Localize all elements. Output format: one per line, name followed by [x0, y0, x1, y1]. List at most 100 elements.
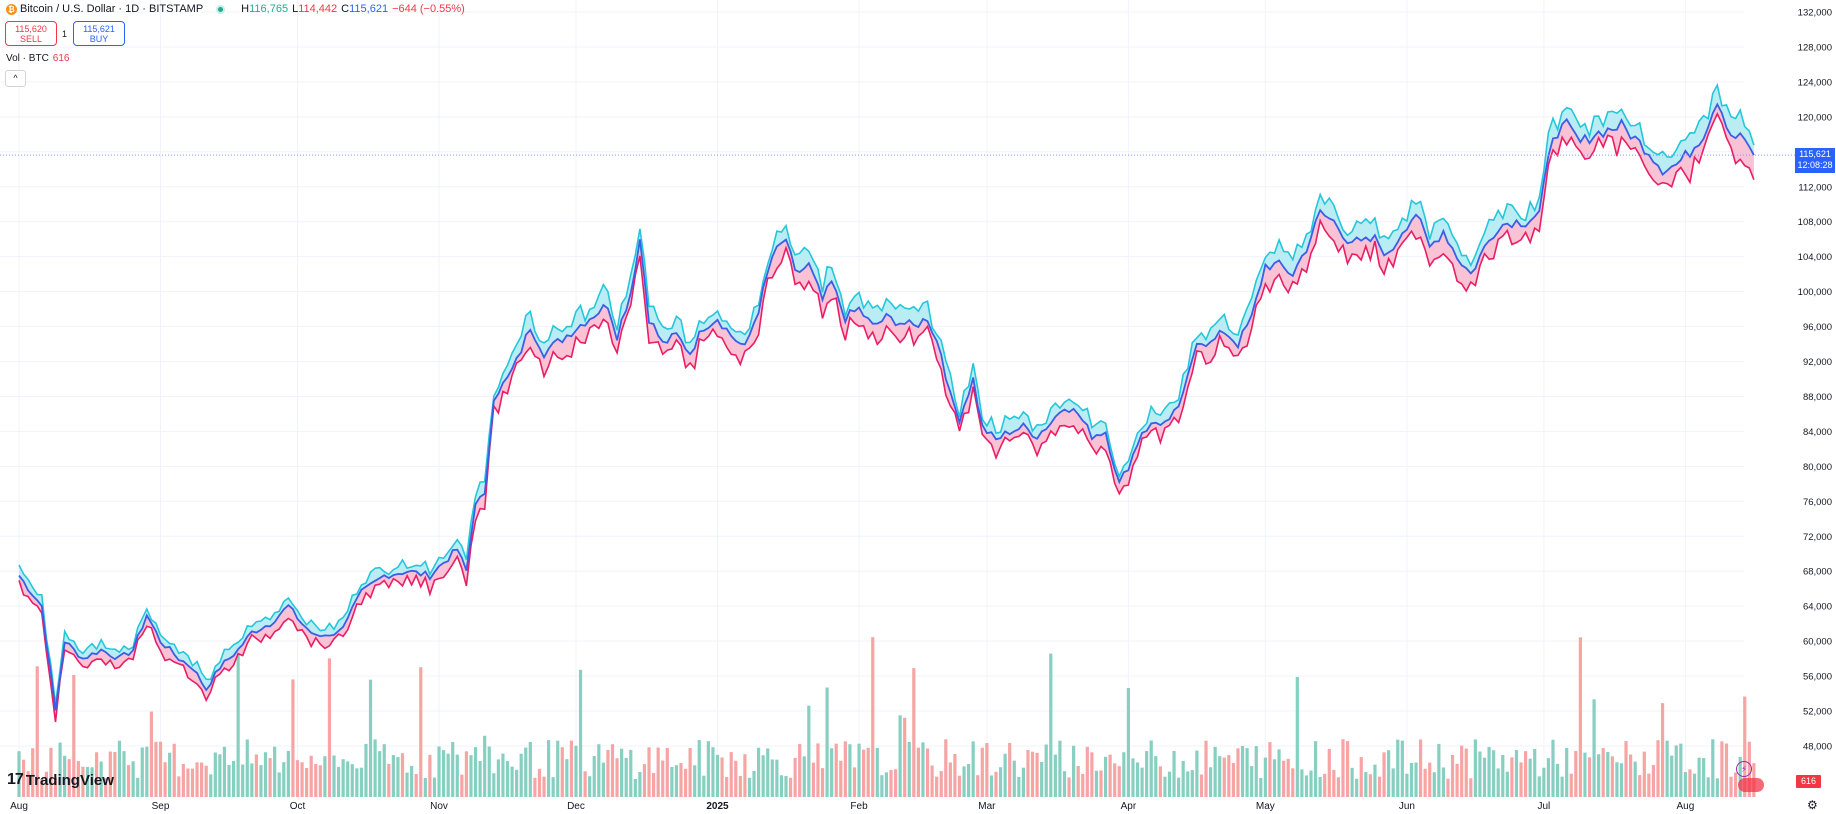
volume-bar: [1715, 778, 1719, 797]
volume-bar: [1277, 749, 1281, 797]
volume-bar: [149, 711, 153, 797]
volume-bar: [1126, 688, 1131, 797]
volume-bar: [1345, 741, 1350, 797]
volume-bar: [213, 752, 217, 797]
buy-button[interactable]: 115,621 BUY: [73, 21, 125, 46]
volume-bar: [332, 755, 336, 797]
y-tick-label: 84,000: [1803, 427, 1832, 438]
sell-button[interactable]: 115,620 SELL: [5, 21, 57, 46]
volume-bar: [136, 777, 140, 797]
volume-bar: [729, 752, 733, 797]
volume-bar: [254, 754, 259, 797]
y-tick-label: 132,000: [1798, 8, 1832, 19]
volume-bar: [327, 658, 332, 797]
volume-bar: [1341, 739, 1345, 797]
volume-bar: [259, 765, 263, 797]
volume-bar: [241, 764, 245, 797]
volume-bar: [569, 740, 574, 797]
volume-bar: [1368, 774, 1372, 797]
x-tick-label: Aug: [10, 801, 28, 812]
volume-bar: [323, 756, 327, 797]
high-label: H: [241, 3, 250, 15]
price-axis[interactable]: 48,000 52,000 56,000 60,000 64,000 68,000 72,0…: [1798, 8, 1832, 753]
volume-bar: [1062, 771, 1067, 797]
lightning-icon[interactable]: ⚡: [1736, 761, 1752, 777]
volume-bar: [300, 762, 304, 797]
volume-bar: [1624, 741, 1628, 797]
volume-bar: [816, 743, 820, 797]
y-tick-label: 128,000: [1798, 42, 1832, 53]
volume-bar: [1450, 754, 1455, 797]
volume-bar: [802, 756, 806, 797]
volume-bar: [26, 771, 30, 797]
volume-bar: [53, 777, 58, 797]
volume-bar: [574, 745, 578, 797]
collapse-legend-button[interactable]: ^: [5, 70, 26, 87]
volume-bar: [1218, 756, 1222, 797]
settings-gear-icon[interactable]: ⚙: [1807, 798, 1818, 812]
x-tick-label: Sep: [152, 801, 170, 812]
volume-bar: [551, 777, 555, 797]
volume-bar: [1035, 752, 1039, 797]
volume-bar: [131, 761, 135, 797]
volume-bar: [1487, 747, 1491, 797]
volume-value: 616: [52, 53, 70, 64]
volume-bar: [1706, 777, 1710, 797]
change-value: −644 (−0.55%): [392, 3, 465, 15]
price-lines: [0, 82, 1795, 723]
volume-bar: [1149, 740, 1153, 797]
volume-bar: [1254, 746, 1258, 797]
volume-bar: [1099, 770, 1103, 797]
volume-bar: [1633, 761, 1637, 797]
volume-bar: [839, 760, 843, 797]
volume-bar: [1387, 750, 1391, 797]
volume-bar: [962, 766, 966, 797]
volume-bar: [460, 774, 464, 797]
volume-bar: [291, 679, 295, 797]
volume-bar: [373, 739, 377, 797]
volume-bar: [693, 765, 697, 797]
volume-bar: [108, 751, 112, 797]
volume-bar: [318, 765, 322, 797]
volume-bar: [665, 747, 669, 797]
y-tick-label: 72,000: [1803, 532, 1832, 543]
market-status-icon[interactable]: [216, 4, 226, 14]
volume-bar: [747, 777, 752, 797]
time-axis[interactable]: Aug Sep Oct Nov Dec 2025 Feb Mar Apr May Jun Jul Aug: [10, 801, 1694, 812]
y-tick-label: 88,000: [1803, 392, 1832, 403]
y-tick-label: 56,000: [1803, 672, 1832, 683]
volume-bar: [793, 757, 797, 797]
volume-bar: [738, 775, 742, 797]
volume-bar: [1058, 740, 1062, 797]
volume-bar: [1158, 766, 1162, 797]
volume-bar: [268, 758, 272, 797]
volume-bar: [1067, 777, 1071, 797]
volume-bar: [734, 760, 738, 797]
events-icon[interactable]: [1738, 778, 1764, 792]
volume-bar: [1638, 775, 1642, 797]
volume-bar: [784, 776, 788, 797]
volume-bar: [1414, 762, 1418, 797]
volume-bar: [1619, 763, 1624, 797]
volume-bar: [1418, 739, 1423, 797]
volume-bar: [1286, 758, 1290, 797]
volume-bar: [1674, 745, 1678, 797]
volume-bar: [1250, 766, 1254, 797]
symbol-legend[interactable]: ₿ Bitcoin / U.S. Dollar · 1D · BITSTAMP …: [6, 3, 465, 15]
x-tick-label: Mar: [978, 801, 996, 812]
volume-bar: [916, 747, 920, 797]
volume-bar: [1167, 771, 1172, 797]
volume-bar: [222, 746, 227, 797]
volume-bar: [989, 775, 994, 797]
volume-bar: [1040, 762, 1044, 797]
volume-bar: [1423, 768, 1427, 797]
symbol-title[interactable]: Bitcoin / U.S. Dollar · 1D · BITSTAMP: [20, 3, 204, 15]
volume-legend[interactable]: Vol · BTC 616: [6, 53, 69, 64]
volume-bar: [953, 754, 957, 797]
volume-bar: [1514, 749, 1519, 797]
volume-bar: [638, 771, 642, 797]
tradingview-logo[interactable]: 17 TradingView: [7, 771, 114, 789]
y-tick-label: 64,000: [1803, 602, 1832, 613]
volume-bar: [1245, 748, 1249, 797]
